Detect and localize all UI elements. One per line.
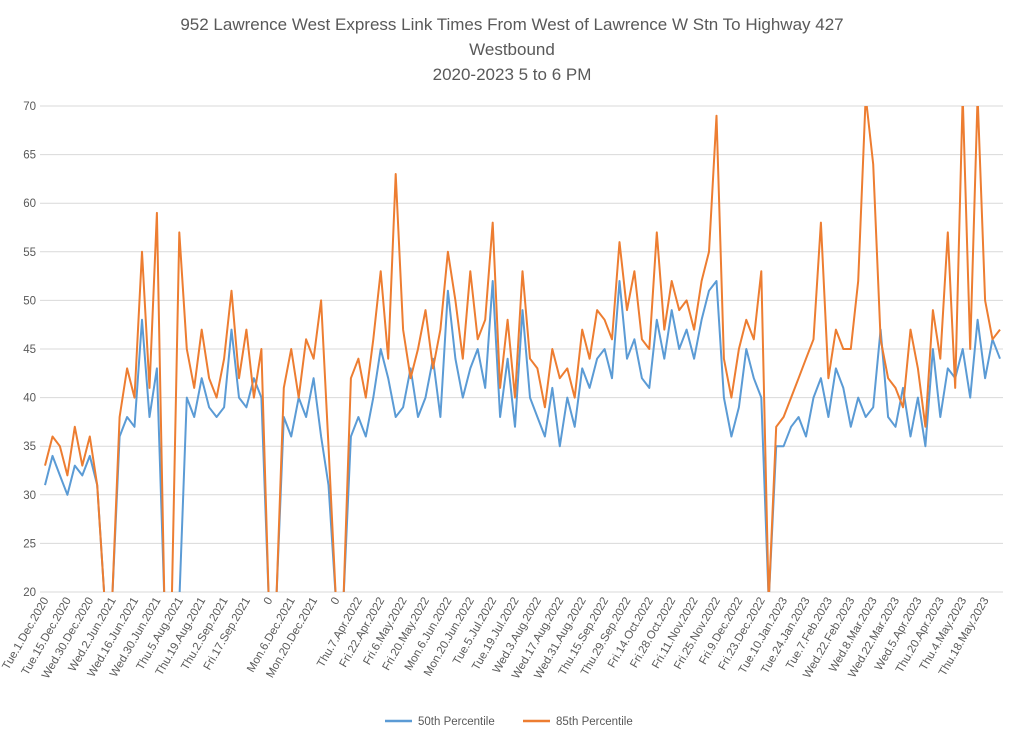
y-tick-label: 40: [23, 393, 36, 405]
legend-label-50th: 50th Percentile: [418, 716, 495, 728]
y-tick-label: 45: [23, 344, 36, 356]
legend-label-85th: 85th Percentile: [556, 716, 633, 728]
y-tick-label: 70: [23, 101, 36, 113]
gridlines: [40, 105, 1003, 593]
series-line-85th-percentile: [44, 106, 1001, 592]
series-lines: [44, 106, 1001, 592]
y-tick-label: 60: [23, 198, 36, 210]
chart-title-line-2: Westbound: [469, 40, 555, 59]
x-tick-label: 0: [329, 596, 343, 608]
y-tick-label: 55: [23, 247, 36, 259]
chart-title: 952 Lawrence West Express Link Times Fro…: [180, 15, 843, 84]
y-tick-label: 20: [23, 587, 36, 599]
chart-title-line-1: 952 Lawrence West Express Link Times Fro…: [180, 15, 843, 34]
y-tick-label: 30: [23, 490, 36, 502]
chart-title-line-3: 2020-2023 5 to 6 PM: [433, 65, 592, 84]
x-tick-label: 0: [262, 596, 276, 608]
y-axis-ticks: 20 25 30 35 40 45 50 55 60 65 70: [23, 101, 36, 599]
y-tick-label: 35: [23, 441, 36, 453]
x-axis-ticks: Tue.1.Dec.2020Tue.15.Dec.2020Wed.30.Dec.…: [1, 596, 992, 682]
legend: 50th Percentile 85th Percentile: [385, 716, 633, 728]
y-tick-label: 25: [23, 538, 36, 550]
y-tick-label: 65: [23, 150, 36, 162]
y-tick-label: 50: [23, 295, 36, 307]
series-line-50th-percentile: [44, 280, 1001, 592]
